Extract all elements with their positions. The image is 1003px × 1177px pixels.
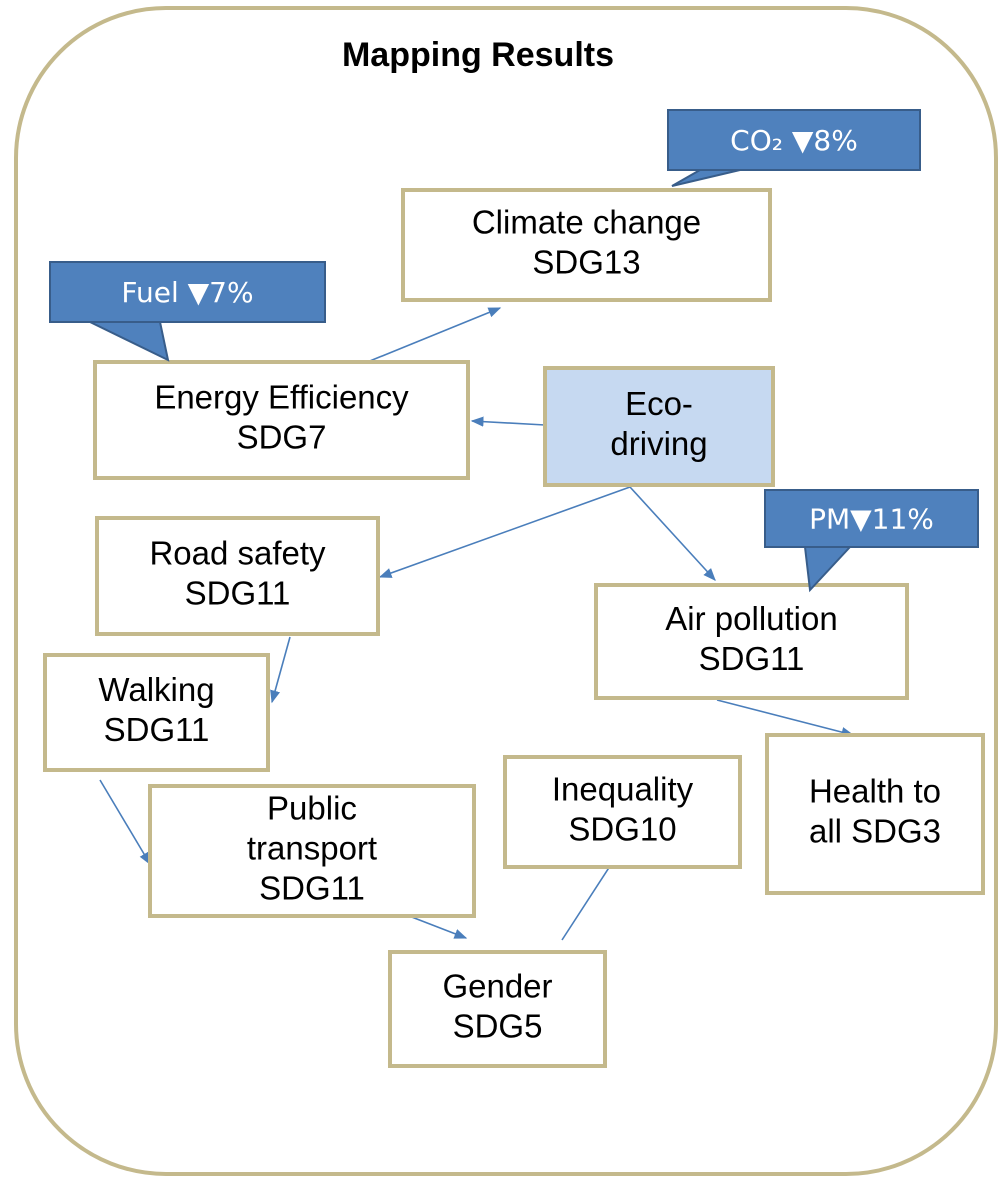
arrow (270, 636, 291, 704)
node-label: SDG7 (237, 419, 327, 456)
node-label: SDG13 (532, 244, 640, 281)
node-label: Road safety (149, 535, 326, 572)
callout-label: CO₂ ▼8% (730, 124, 858, 157)
node-label: Walking (98, 671, 214, 708)
arrow (470, 416, 546, 427)
node-label: SDG10 (568, 811, 676, 848)
node-label: Climate change (472, 204, 701, 241)
node-label: SDG11 (104, 711, 210, 748)
callout-label: Fuel ▼7% (121, 276, 253, 309)
arrow (99, 779, 151, 866)
callout-label: PM▼11% (809, 503, 934, 536)
node-label: transport (247, 830, 377, 867)
node-box (43, 653, 270, 772)
arrow (378, 486, 631, 578)
node-label: Public (267, 790, 357, 827)
node-box (594, 583, 909, 700)
title: Mapping Results (342, 36, 614, 74)
node-label: SDG11 (699, 640, 805, 677)
callout-box (764, 489, 979, 548)
callout-tail (804, 546, 851, 593)
callout-tail (89, 321, 170, 362)
node-label: Energy Efficiency (154, 379, 409, 416)
node-box (148, 784, 476, 918)
node-label: Gender (442, 968, 552, 1005)
callout-tail (671, 169, 741, 187)
arrow (359, 307, 502, 366)
node-label: Inequality (552, 771, 694, 808)
arrow (629, 486, 716, 581)
node-box (503, 755, 742, 869)
node-box (93, 360, 470, 480)
node-box (765, 733, 985, 895)
callout-box (667, 109, 921, 171)
node-box (388, 950, 607, 1068)
node-label: all SDG3 (809, 813, 941, 850)
node-label: driving (610, 425, 707, 462)
node-label: Eco- (625, 385, 693, 422)
node-label: SDG11 (185, 575, 291, 612)
node-box (543, 366, 775, 487)
node-label: SDG11 (259, 870, 365, 907)
callout-box (49, 261, 326, 323)
node-label: SDG5 (453, 1008, 543, 1045)
arrow (716, 699, 855, 738)
node-box (95, 516, 380, 636)
node-box (401, 188, 772, 302)
arrows (99, 307, 855, 941)
node-label: Air pollution (665, 600, 837, 637)
node-label: Health to (809, 773, 941, 810)
